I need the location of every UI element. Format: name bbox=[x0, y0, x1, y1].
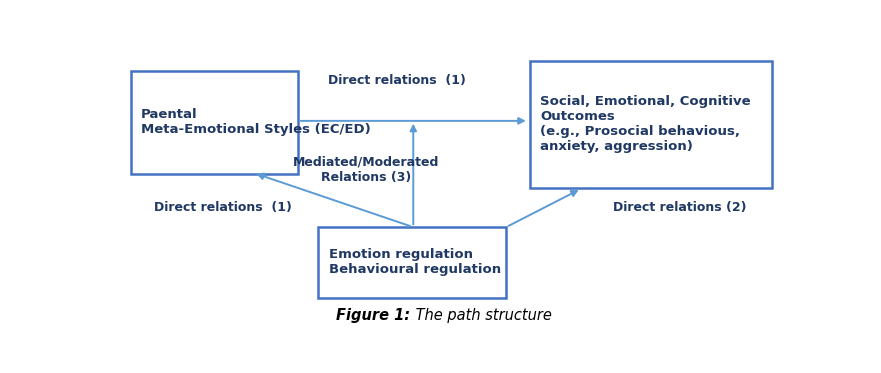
Text: Direct relations  (1): Direct relations (1) bbox=[154, 201, 292, 213]
Text: Figure 1:: Figure 1: bbox=[337, 308, 411, 323]
Text: Direct relations  (1): Direct relations (1) bbox=[328, 74, 466, 87]
Text: Social, Emotional, Cognitive
Outcomes
(e.g., Prosocial behavious,
anxiety, aggre: Social, Emotional, Cognitive Outcomes (e… bbox=[540, 95, 751, 153]
FancyBboxPatch shape bbox=[130, 70, 298, 174]
FancyBboxPatch shape bbox=[318, 227, 506, 298]
Text: Mediated/Moderated
Relations (3): Mediated/Moderated Relations (3) bbox=[293, 156, 440, 184]
FancyBboxPatch shape bbox=[530, 60, 773, 188]
Text: The path structure: The path structure bbox=[411, 308, 552, 323]
Text: Paental
Meta-Emotional Styles (EC/ED): Paental Meta-Emotional Styles (EC/ED) bbox=[141, 108, 371, 136]
Text: Emotion regulation
Behavioural regulation: Emotion regulation Behavioural regulatio… bbox=[329, 248, 500, 276]
Text: Direct relations (2): Direct relations (2) bbox=[613, 201, 747, 213]
